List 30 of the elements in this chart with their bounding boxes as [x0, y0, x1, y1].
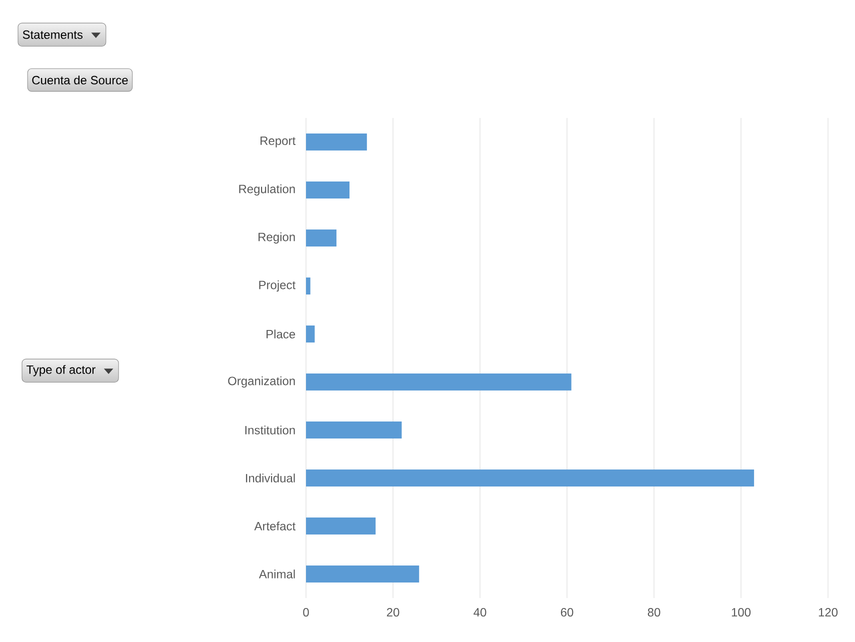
bar — [306, 326, 315, 343]
text: Type of actor — [26, 365, 96, 376]
bar — [306, 470, 754, 487]
x-tick-label: 100 — [732, 608, 751, 617]
x-tick-label: 80 — [648, 608, 660, 617]
y-tick-label: Organization — [228, 376, 295, 388]
x-tick-label: 60 — [560, 608, 574, 617]
bar — [306, 182, 350, 198]
text: Statements — [22, 30, 83, 39]
y-tick-label: Regulation — [239, 184, 295, 196]
x-tick-label: 20 — [386, 608, 400, 617]
text: Cuenta de Source — [32, 76, 128, 84]
y-tick-label: Region — [258, 232, 295, 244]
bar — [306, 566, 420, 583]
bar — [306, 134, 367, 150]
y-tick-label: Project — [259, 280, 296, 292]
bar — [306, 278, 310, 294]
y-tick-label: Individual — [246, 474, 295, 482]
bar — [306, 518, 376, 535]
x-tick-label: 120 — [818, 608, 838, 617]
x-tick-label: 40 — [474, 608, 486, 617]
y-tick-label: Place — [266, 330, 296, 338]
bar — [306, 374, 572, 390]
bar — [306, 230, 336, 246]
bar — [306, 422, 402, 439]
y-tick-label: Animal — [258, 570, 295, 578]
y-tick-label: Institution — [245, 426, 295, 434]
x-tick-label: 0 — [303, 608, 309, 617]
y-tick-label: Report — [260, 136, 296, 148]
y-tick-label: Artefact — [254, 522, 296, 530]
